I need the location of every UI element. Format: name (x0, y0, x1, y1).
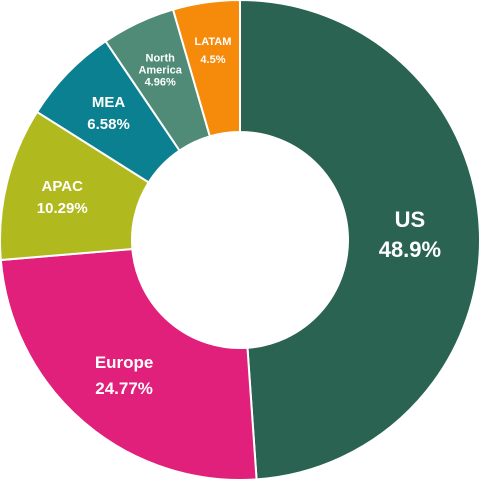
slice-value-label: 24.77% (95, 379, 153, 398)
donut-labels: US 48.9% Europe 24.77% APAC 10.29% MEA 6.58% Nor… (37, 36, 441, 398)
slice-value-label: 4.5% (200, 54, 225, 66)
slice-category-label: Europe (95, 353, 154, 372)
slice-value-label: 6.58% (87, 116, 130, 133)
slice-label-europe: Europe 24.77% (95, 353, 154, 398)
slice-category-label: MEA (92, 94, 126, 111)
slice-category-label: America (138, 65, 182, 77)
slice-value-label: 48.9% (379, 237, 441, 262)
slice-label-us: US 48.9% (379, 207, 441, 262)
slice-value-label: 4.96% (145, 77, 176, 89)
slice-label-latam: LATAM 4.5% (195, 36, 232, 66)
slice-category-label: North (146, 53, 176, 65)
slice-us (239, 0, 481, 481)
slice-europe (0, 247, 258, 481)
slice-label-mea: MEA 6.58% (87, 94, 130, 133)
slice-label-north-america: North America 4.96% (138, 53, 182, 89)
slice-category-label: APAC (42, 178, 84, 195)
slice-latam (171, 0, 241, 138)
slice-label-apac: APAC 10.29% (37, 178, 88, 217)
slice-category-label: LATAM (195, 36, 232, 48)
slice-value-label: 10.29% (37, 200, 88, 217)
slice-category-label: US (395, 207, 426, 232)
